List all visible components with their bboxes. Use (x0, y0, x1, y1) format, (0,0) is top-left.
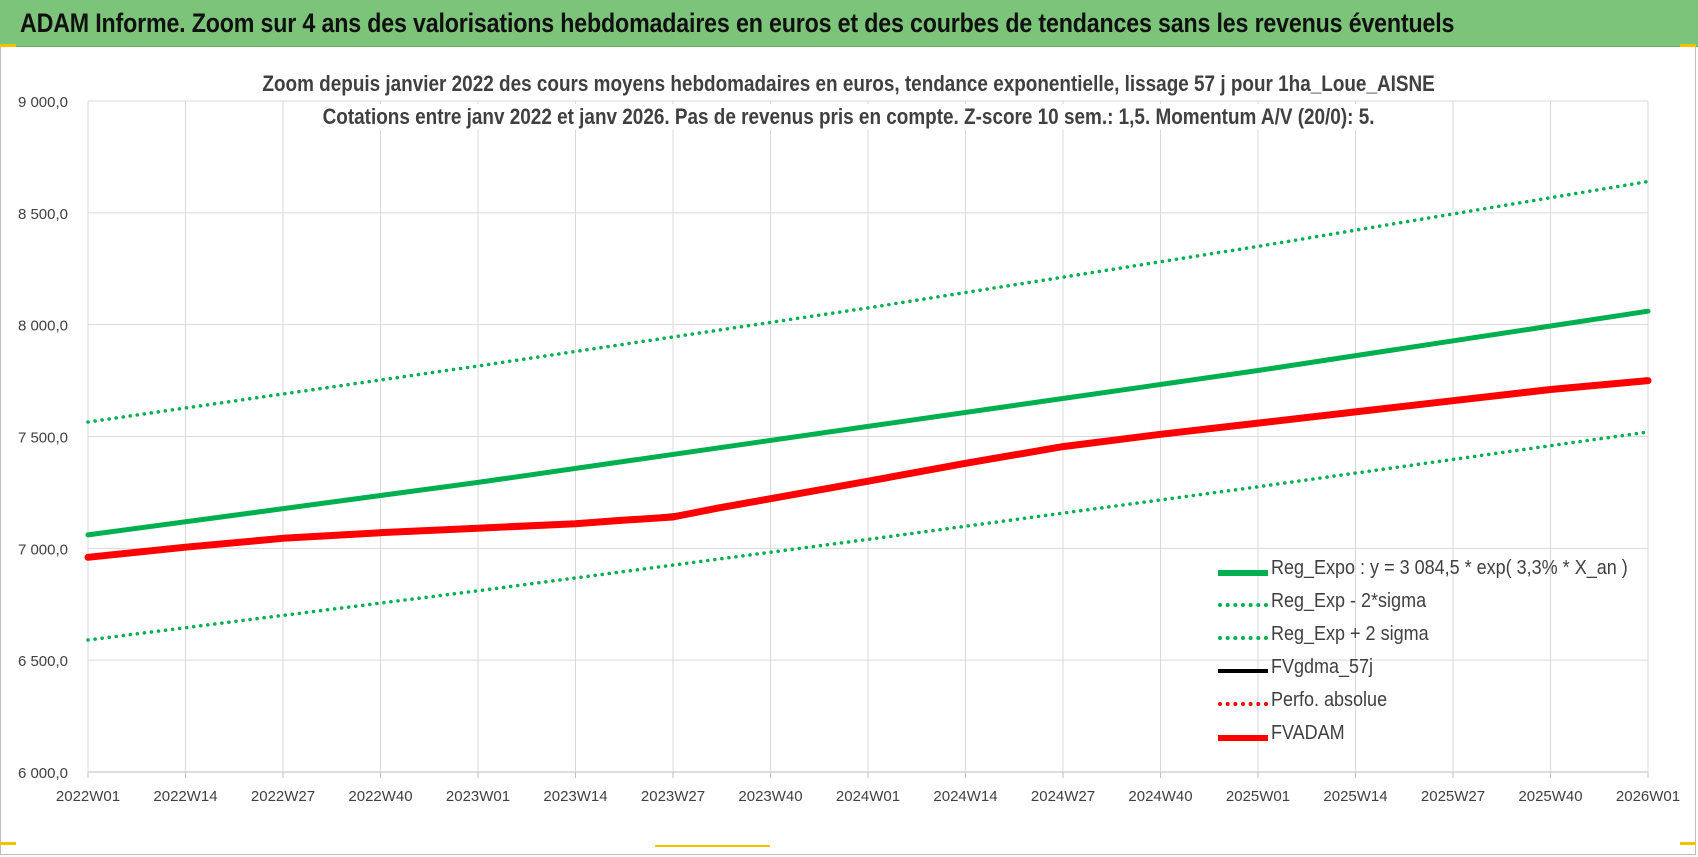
series-line-1 (86, 430, 1650, 642)
x-tick-label: 2022W40 (348, 788, 412, 805)
series-lines (84, 179, 1652, 642)
chart-subtitle-line: Cotations entre janv 2022 et janv 2026. … (0, 104, 1698, 130)
x-tick-label: 2025W14 (1323, 788, 1387, 805)
x-tick-label: 2026W01 (1616, 788, 1680, 805)
x-tick-label: 2024W14 (933, 788, 997, 805)
legend-swatch (1218, 669, 1268, 673)
bottom-center-mark (655, 845, 770, 847)
x-tick-label: 2023W27 (641, 788, 705, 805)
y-tick-label: 9 000,0 (18, 94, 68, 111)
x-tick-label: 2024W27 (1031, 788, 1095, 805)
legend-label: FVgdma_57j (1271, 656, 1374, 678)
legend-swatch (1218, 603, 1268, 607)
y-tick-label: 8 500,0 (18, 206, 68, 223)
chart-title: Zoom depuis janvier 2022 des cours moyen… (257, 71, 1441, 97)
legend-label: Reg_Exp + 2 sigma (1271, 623, 1429, 645)
y-tick-label: 8 000,0 (18, 318, 68, 335)
series-line-5 (84, 377, 1652, 561)
x-tick-label: 2024W01 (836, 788, 900, 805)
legend-swatch (1218, 570, 1268, 576)
report-title: ADAM Informe. Zoom sur 4 ans des valoris… (20, 8, 1455, 38)
series-line-2 (86, 179, 1650, 424)
x-tick-label: 2022W14 (153, 788, 217, 805)
x-tick-label: 2023W01 (446, 788, 510, 805)
x-tick-label: 2023W14 (543, 788, 607, 805)
grid-lines (87, 100, 1649, 778)
y-axis-tick-labels: 9 000,0 8 500,0 8 000,0 7 500,0 7 000,0 6 500… (18, 94, 68, 782)
y-tick-label: 7 000,0 (18, 541, 68, 558)
y-tick-label: 6 000,0 (18, 765, 68, 782)
y-tick-label: 7 500,0 (18, 430, 68, 447)
x-tick-label: 2025W01 (1226, 788, 1290, 805)
report-banner: ADAM Informe. Zoom sur 4 ans des valoris… (0, 0, 1698, 47)
x-tick-label: 2024W40 (1128, 788, 1192, 805)
chart-title-line: Zoom depuis janvier 2022 des cours moyen… (0, 71, 1698, 97)
x-tick-label: 2025W27 (1421, 788, 1485, 805)
corner-mark-bottom-right (1680, 842, 1696, 845)
x-tick-label: 2025W40 (1518, 788, 1582, 805)
corner-mark-top-right (1680, 44, 1696, 47)
chart-subtitle: Cotations entre janv 2022 et janv 2026. … (317, 104, 1381, 130)
legend-label: FVADAM (1271, 722, 1345, 744)
x-tick-label: 2023W40 (738, 788, 802, 805)
legend-swatch (1218, 735, 1268, 741)
legend-swatch (1218, 636, 1268, 640)
x-axis-tick-labels: 2022W01 2022W14 2022W27 2022W40 2023W01 2023W… (56, 788, 1680, 805)
corner-mark-bottom-left (0, 842, 16, 845)
x-tick-label: 2022W01 (56, 788, 120, 805)
legend-label: Reg_Expo : y = 3 084,5 * exp( 3,3% * X_a… (1271, 557, 1628, 579)
legend-label: Perfo. absolue (1271, 689, 1388, 711)
y-tick-label: 6 500,0 (18, 653, 68, 670)
series-line-0 (85, 308, 1651, 538)
corner-mark-top-left (0, 44, 16, 47)
x-tick-label: 2022W27 (251, 788, 315, 805)
legend-swatch (1218, 702, 1268, 706)
legend-label: Reg_Exp - 2*sigma (1271, 590, 1427, 612)
